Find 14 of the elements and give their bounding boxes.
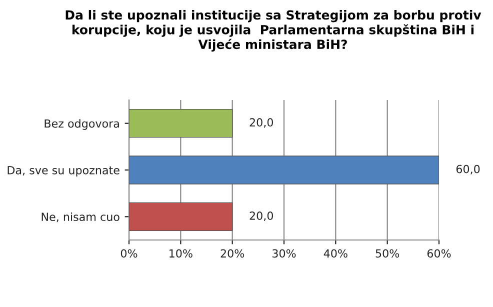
x-tick-label: 30%: [272, 249, 296, 258]
data-label: 20,0: [250, 118, 273, 128]
data-label: 60,0: [456, 164, 480, 174]
x-tick-label: 40%: [324, 249, 348, 258]
data-label: 20,0: [250, 211, 273, 222]
x-tick-label: 20%: [220, 249, 244, 258]
chart-title: Da li ste upoznali institucije sa Strategijom za borbu protiv korupcije, koju je usvojila Parlamentarna skupština BiH i Vijeće ministara BiH?: [66, 10, 482, 52]
y-tick-label: Da, sve su upoznate: [8, 166, 120, 177]
x-tick-label: 60%: [427, 249, 451, 258]
y-tick-label: Ne, nisam cuo: [42, 212, 120, 222]
y-tick-label: Bez odgovora: [44, 119, 119, 130]
x-tick-label: 10%: [170, 249, 192, 258]
x-tick-label: 0%: [120, 249, 138, 258]
x-tick-label: 50%: [376, 249, 400, 258]
